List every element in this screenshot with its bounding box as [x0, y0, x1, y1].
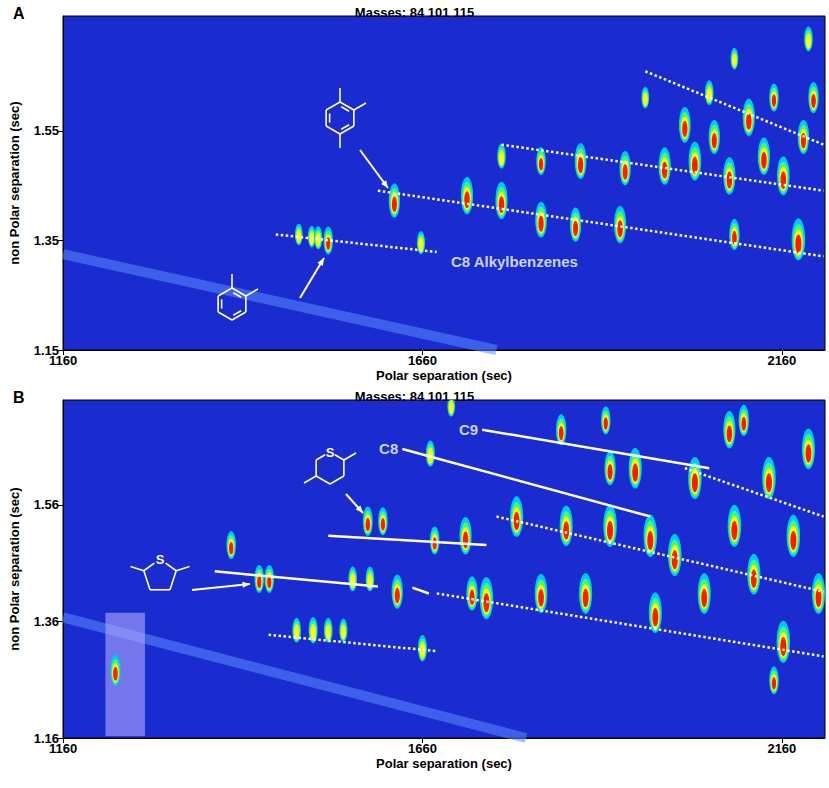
svg-text:1.15: 1.15	[33, 342, 59, 358]
svg-text:Polar separation (sec): Polar separation (sec)	[376, 756, 512, 771]
svg-text:1160: 1160	[49, 353, 77, 368]
svg-text:1.36: 1.36	[34, 614, 59, 629]
svg-text:A: A	[13, 5, 25, 22]
svg-text:Masses: 84 101 115: Masses: 84 101 115	[355, 5, 474, 20]
svg-text:1660: 1660	[408, 741, 437, 756]
svg-text:B: B	[13, 389, 25, 406]
svg-text:S: S	[156, 552, 165, 567]
svg-text:S: S	[326, 445, 335, 460]
svg-text:1.55: 1.55	[34, 123, 59, 138]
svg-text:1.16: 1.16	[33, 730, 59, 746]
svg-text:C8: C8	[379, 440, 398, 457]
svg-text:non Polar separation (sec): non Polar separation (sec)	[7, 487, 22, 650]
svg-text:2160: 2160	[767, 741, 796, 756]
svg-text:1660: 1660	[408, 353, 437, 368]
svg-text:1.56: 1.56	[34, 497, 59, 512]
svg-text:C8 Alkylbenzenes: C8 Alkylbenzenes	[451, 253, 578, 270]
svg-text:1.35: 1.35	[34, 233, 59, 248]
svg-text:1160: 1160	[49, 741, 77, 756]
svg-text:Polar separation (sec): Polar separation (sec)	[376, 368, 512, 383]
svg-text:Masses: 84 101 115: Masses: 84 101 115	[355, 389, 474, 404]
svg-text:C9: C9	[459, 421, 478, 438]
svg-text:2160: 2160	[767, 353, 796, 368]
svg-text:non Polar separation (sec): non Polar separation (sec)	[7, 101, 22, 264]
